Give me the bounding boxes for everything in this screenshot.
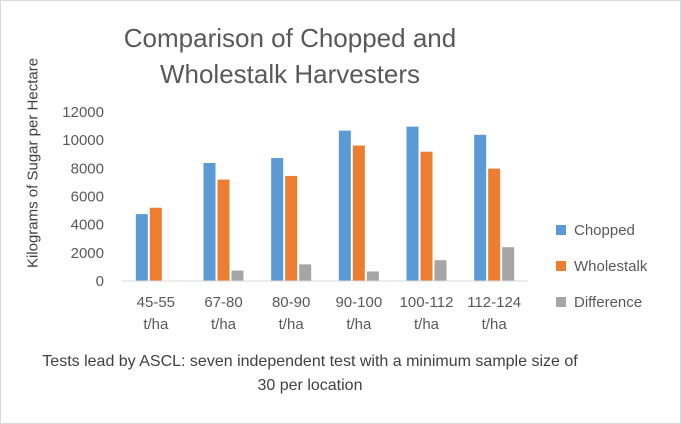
y-tick-label: 8000 — [71, 160, 104, 177]
bar-wholestalk — [352, 145, 365, 281]
x-tick-label: t/ha — [346, 316, 372, 333]
y-tick-label: 6000 — [71, 189, 104, 206]
x-tick-label: 90-100 — [335, 294, 382, 311]
x-tick-label: 100-112 — [400, 294, 454, 311]
bar-wholestalk — [285, 175, 298, 281]
bar-chopped — [406, 126, 419, 281]
x-tick-label: t/ha — [414, 316, 440, 333]
legend-item-wholestalk: Wholestalk — [556, 248, 647, 284]
bar-chopped — [203, 162, 216, 281]
legend-swatch-difference — [556, 297, 566, 307]
y-tick-label: 0 — [96, 273, 104, 290]
y-tick-label: 2000 — [71, 245, 104, 262]
x-tick-label: t/ha — [279, 316, 305, 333]
x-tick-label: 45-55 — [137, 294, 175, 311]
bar-wholestalk — [217, 179, 230, 281]
x-tick-label: t/ha — [482, 316, 508, 333]
legend-label-chopped: Chopped — [574, 221, 635, 239]
legend-item-difference: Difference — [556, 284, 647, 320]
chart-caption: Tests lead by ASCL: seven independent te… — [42, 353, 578, 394]
bar-difference — [366, 271, 379, 281]
x-tick-label: 67-80 — [204, 294, 242, 311]
x-tick-label: 112-124 — [467, 294, 521, 311]
legend-label-difference: Difference — [574, 293, 643, 311]
bar-difference — [231, 270, 244, 281]
bar-chopped — [271, 158, 284, 281]
bar-chopped — [474, 134, 487, 281]
legend-swatch-wholestalk — [556, 261, 566, 271]
x-tick-label: t/ha — [211, 316, 237, 333]
x-tick-label: t/ha — [143, 316, 169, 333]
legend-label-wholestalk: Wholestalk — [574, 257, 648, 275]
chart-title: Comparison of Chopped and Wholestalk Har… — [123, 23, 457, 89]
x-tick-label: 80-90 — [272, 294, 310, 311]
bar-chopped — [135, 214, 148, 281]
bar-chopped — [338, 130, 351, 281]
legend-item-chopped: Chopped — [556, 212, 647, 248]
bar-difference — [434, 260, 447, 281]
y-tick-label: 4000 — [71, 217, 104, 234]
bar-wholestalk — [488, 168, 501, 281]
bar-wholestalk — [149, 207, 162, 281]
bar-difference — [502, 247, 515, 281]
y-tick-label: 12000 — [62, 104, 104, 121]
y-tick-label: 10000 — [62, 132, 104, 149]
bar-wholestalk — [420, 151, 433, 281]
legend-swatch-chopped — [556, 225, 566, 235]
legend: Chopped Wholestalk Difference — [556, 212, 647, 320]
bar-difference — [299, 264, 312, 281]
